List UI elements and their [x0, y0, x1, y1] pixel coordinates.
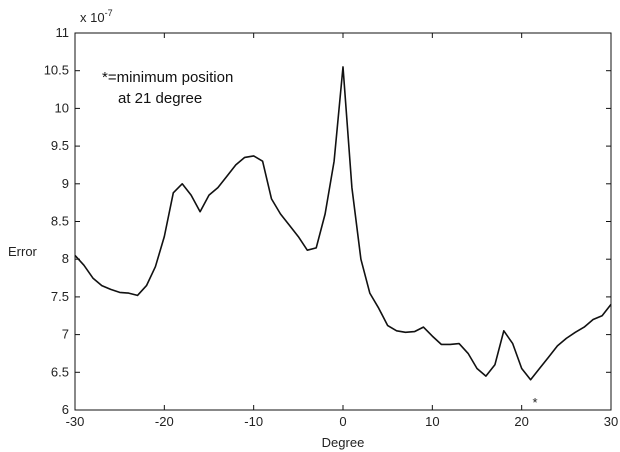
series-line [74, 66, 612, 381]
y-tick-label: 9 [62, 176, 69, 191]
y-tick-label: 9.5 [51, 138, 69, 153]
x-tick-label: -30 [66, 414, 85, 429]
y-tick-label: 8 [62, 251, 69, 266]
y-tick-label: 8.5 [51, 214, 69, 229]
y-tick-label: 7.5 [51, 289, 69, 304]
y-multiplier-label: x 10-7 [80, 8, 113, 25]
annotation-line-2: at 21 degree [118, 90, 202, 107]
plot-frame [74, 32, 612, 411]
x-tick-label: 10 [425, 414, 439, 429]
y-tick-label: 10 [55, 100, 69, 115]
y-tick-label: 11 [56, 25, 70, 40]
x-tick-label: 0 [339, 414, 346, 429]
y-tick-label: 6.5 [51, 364, 69, 379]
annotation-line-1: *=minimum position [102, 69, 233, 86]
minimum-marker: * [533, 395, 538, 410]
x-axis-label: Degree [322, 435, 365, 450]
y-multiplier-exponent: -7 [105, 8, 113, 18]
x-axis-ticks: -30 -20 -10 0 10 20 30 [66, 33, 618, 429]
y-tick-label: 6 [62, 402, 69, 417]
x-tick-label: 20 [514, 414, 528, 429]
y-tick-label: 10.5 [44, 63, 69, 78]
y-axis-label: Error [8, 244, 38, 259]
x-tick-label: -20 [155, 414, 174, 429]
x-tick-label: -10 [244, 414, 263, 429]
x-tick-label: 30 [604, 414, 618, 429]
y-tick-label: 7 [62, 327, 69, 342]
y-axis-ticks: 6 6.5 7 7.5 8 8.5 9 9.5 10 10.5 11 [44, 25, 611, 417]
